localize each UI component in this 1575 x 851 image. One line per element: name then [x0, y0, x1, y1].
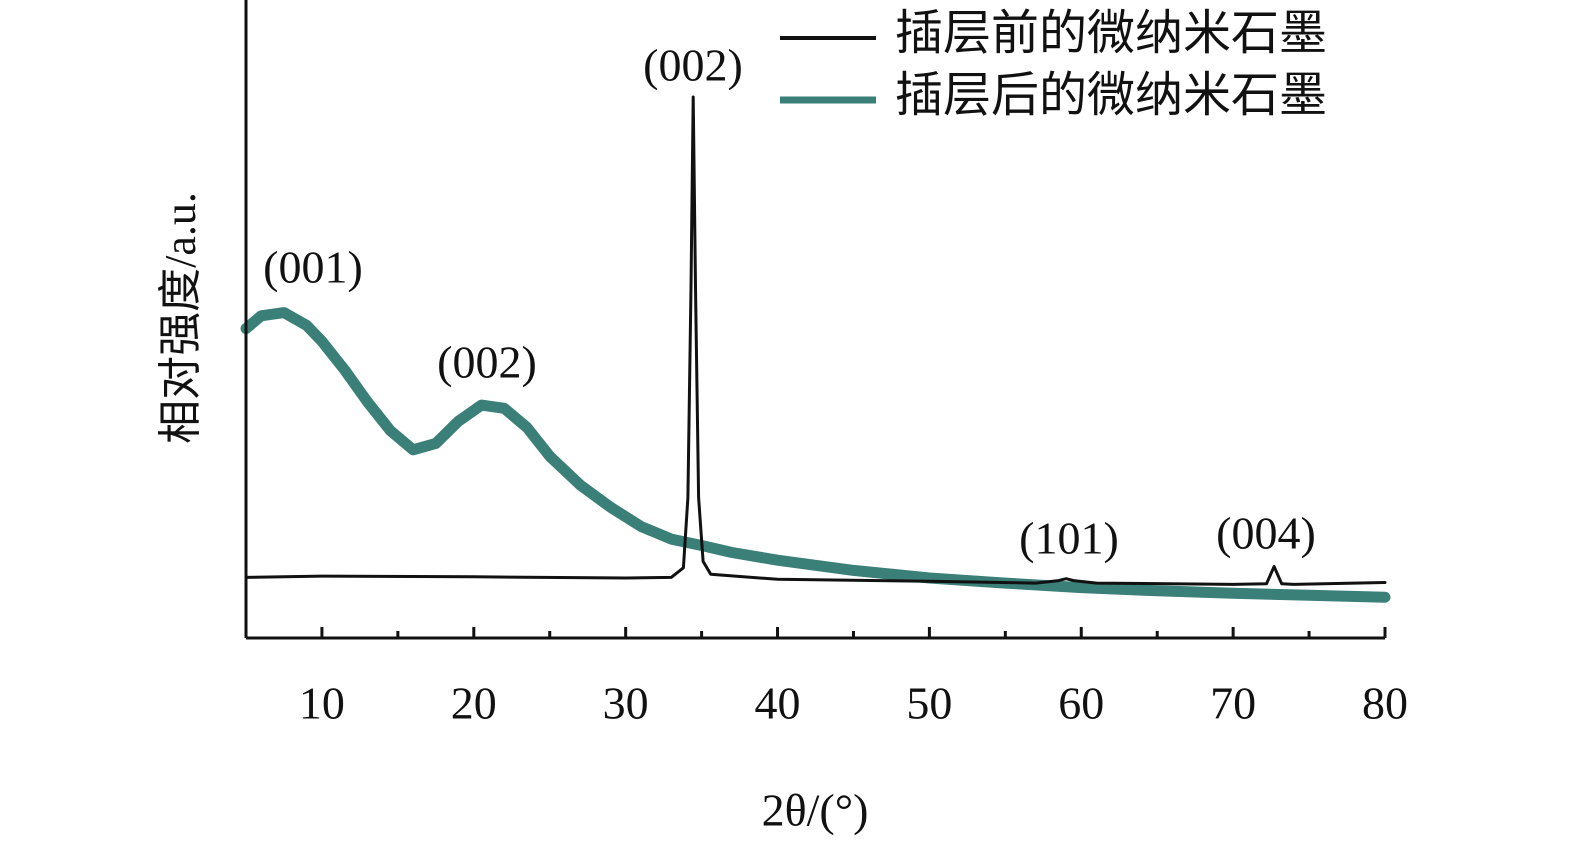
x-tick-label: 80 [1362, 678, 1408, 729]
x-tick-label: 60 [1058, 678, 1104, 729]
x-axis-label: 2θ/(°) [762, 785, 869, 836]
x-tick-label: 10 [299, 678, 345, 729]
peak-label: (001) [263, 242, 363, 293]
x-tick-label: 70 [1210, 678, 1256, 729]
peak-label: (004) [1216, 508, 1316, 559]
peak-label: (101) [1019, 513, 1119, 564]
data-line [244, 95, 1387, 586]
legend-label: 插层前的微纳米石墨 [895, 7, 1327, 60]
x-tick-label: 50 [906, 678, 952, 729]
y-axis-label: 相对强度/a.u. [156, 192, 205, 444]
peak-label: (002) [643, 40, 743, 91]
x-tick-label: 40 [755, 678, 801, 729]
data-line [240, 307, 1391, 603]
x-tick-label: 30 [603, 678, 649, 729]
legend-label: 插层后的微纳米石墨 [895, 69, 1327, 122]
peak-label: (002) [437, 337, 537, 388]
x-tick-label: 20 [451, 678, 497, 729]
